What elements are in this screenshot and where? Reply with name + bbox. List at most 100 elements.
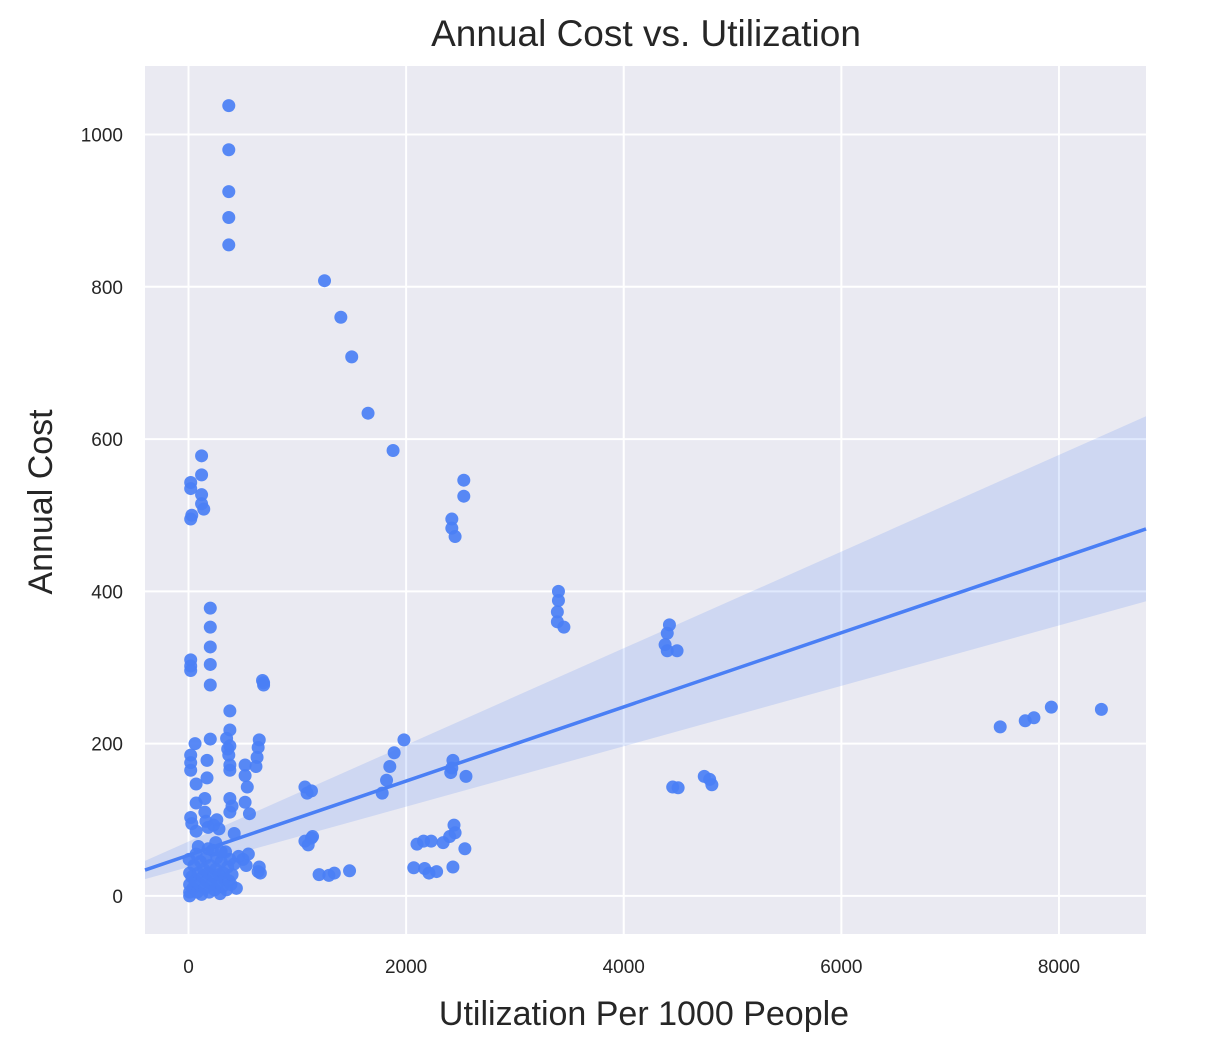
data-point: [397, 733, 411, 747]
data-point: [444, 766, 458, 780]
data-point: [229, 881, 243, 895]
y-tick-label: 0: [112, 887, 123, 908]
data-point: [386, 444, 400, 458]
data-point: [334, 310, 348, 324]
gridlines: [145, 66, 1146, 934]
data-point: [557, 620, 571, 634]
data-point: [318, 274, 332, 288]
data-point: [184, 763, 198, 777]
x-tick-label: 0: [183, 957, 194, 978]
data-point: [249, 759, 263, 773]
data-point: [458, 842, 472, 856]
data-point: [189, 777, 203, 791]
x-tick-label: 2000: [385, 957, 427, 978]
data-point: [448, 530, 462, 544]
data-point: [223, 805, 237, 819]
data-point: [251, 740, 265, 754]
data-point: [184, 664, 198, 678]
data-point: [551, 584, 565, 598]
data-point: [383, 759, 397, 773]
data-point: [222, 185, 236, 199]
x-tick-labels: 0 2000 4000 6000 8000: [183, 957, 1080, 978]
data-point: [671, 781, 685, 795]
data-point: [343, 864, 357, 878]
data-point: [257, 678, 271, 692]
data-point: [705, 778, 719, 792]
data-point: [222, 211, 236, 225]
y-tick-label: 600: [91, 430, 123, 451]
data-point: [253, 866, 267, 880]
data-point: [200, 753, 214, 767]
data-point: [993, 720, 1007, 734]
data-point: [407, 861, 421, 875]
data-point: [184, 482, 198, 496]
data-point: [443, 830, 457, 844]
y-axis-label: Annual Cost: [22, 409, 60, 595]
data-point: [387, 746, 401, 760]
data-point: [188, 737, 202, 751]
data-point: [222, 143, 236, 157]
data-point: [195, 468, 209, 482]
data-points: [182, 99, 1108, 903]
data-point: [1094, 702, 1108, 716]
data-point: [446, 860, 460, 874]
y-tick-label: 800: [91, 278, 123, 299]
data-point: [1044, 700, 1058, 714]
data-point: [345, 350, 359, 364]
data-point: [203, 601, 217, 615]
data-point: [203, 657, 217, 671]
data-point: [189, 824, 203, 838]
data-point: [304, 784, 318, 798]
data-point: [660, 626, 674, 640]
y-tick-labels: 0 200 400 600 800 1000: [81, 126, 123, 908]
data-point: [312, 868, 326, 882]
data-point: [225, 868, 239, 882]
data-point: [1027, 711, 1041, 725]
data-point: [184, 512, 198, 526]
data-point: [222, 238, 236, 252]
data-point: [424, 834, 438, 848]
data-point: [203, 678, 217, 692]
data-point: [670, 644, 684, 658]
x-tick-label: 6000: [820, 957, 862, 978]
x-tick-label: 8000: [1038, 957, 1080, 978]
data-point: [327, 866, 341, 880]
data-point: [203, 620, 217, 634]
data-point: [430, 865, 444, 879]
data-point: [197, 502, 211, 516]
y-tick-label: 200: [91, 735, 123, 756]
x-tick-label: 4000: [603, 957, 645, 978]
data-point: [214, 845, 228, 859]
data-point: [200, 771, 214, 785]
regression-line-group: [144, 527, 1147, 872]
data-point: [222, 99, 236, 113]
x-axis-label: Utilization Per 1000 People: [439, 995, 849, 1033]
data-point: [203, 640, 217, 654]
data-point: [195, 449, 209, 463]
regression-line: [144, 527, 1147, 872]
data-point: [240, 780, 254, 794]
data-point: [459, 769, 473, 783]
data-point: [445, 512, 459, 526]
data-point: [304, 831, 318, 845]
data-point: [238, 795, 252, 809]
data-point: [212, 822, 226, 836]
data-point: [223, 704, 237, 718]
data-point: [457, 473, 471, 487]
data-point: [380, 773, 394, 787]
chart-title: Annual Cost vs. Utilization: [431, 13, 861, 54]
data-point: [660, 644, 674, 658]
data-point: [238, 769, 252, 783]
data-point: [198, 791, 212, 805]
y-tick-label: 400: [91, 582, 123, 603]
data-point: [242, 807, 256, 821]
data-point: [232, 849, 246, 863]
data-point: [223, 763, 237, 777]
data-point: [551, 594, 565, 608]
y-tick-label: 1000: [81, 126, 123, 147]
data-point: [222, 748, 236, 762]
data-point: [361, 406, 375, 420]
data-point: [550, 605, 564, 619]
data-point: [238, 758, 252, 772]
